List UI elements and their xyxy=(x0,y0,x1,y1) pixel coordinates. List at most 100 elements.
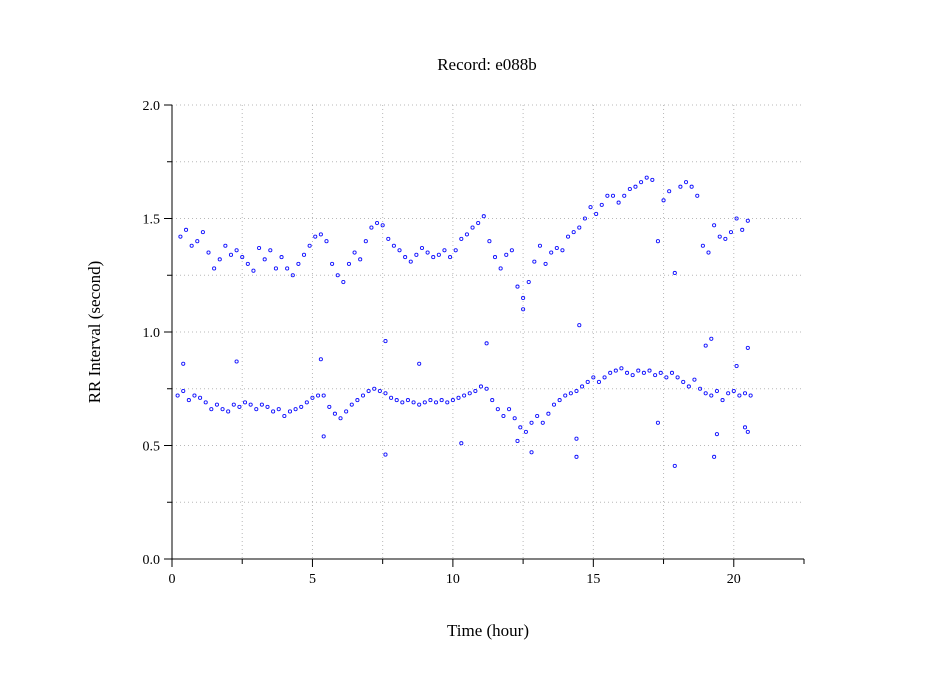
data-point xyxy=(529,450,534,455)
data-point xyxy=(526,280,531,285)
data-point xyxy=(377,388,382,394)
data-point xyxy=(462,393,467,398)
data-point xyxy=(655,239,660,244)
data-point xyxy=(346,261,352,266)
data-point xyxy=(178,234,183,239)
data-point xyxy=(192,393,197,398)
x-tick-label: 15 xyxy=(586,572,600,587)
data-point xyxy=(403,255,408,260)
data-point xyxy=(734,363,739,369)
data-point xyxy=(324,239,329,244)
data-point xyxy=(273,266,278,271)
data-point xyxy=(433,400,439,405)
data-point xyxy=(212,266,217,271)
data-point xyxy=(498,266,503,271)
data-point xyxy=(540,420,545,425)
data-point xyxy=(271,409,276,414)
data-point xyxy=(369,225,374,230)
data-point xyxy=(203,400,208,405)
chart-title: Record: e088b xyxy=(437,55,537,74)
data-point xyxy=(436,252,441,257)
data-point xyxy=(599,202,604,207)
data-point xyxy=(518,425,523,430)
data-point xyxy=(389,395,394,400)
data-point xyxy=(507,407,512,412)
data-point xyxy=(299,404,304,409)
data-point xyxy=(450,398,455,403)
data-point xyxy=(529,420,534,425)
data-point xyxy=(268,248,273,253)
data-point xyxy=(214,402,219,407)
x-tick-label: 20 xyxy=(727,572,741,587)
data-point xyxy=(400,400,405,405)
data-point xyxy=(627,186,632,192)
data-point xyxy=(512,416,517,421)
data-point xyxy=(459,441,464,446)
data-point xyxy=(296,261,301,266)
data-point xyxy=(734,216,739,221)
data-point xyxy=(535,413,540,419)
data-point xyxy=(442,248,447,253)
data-point xyxy=(624,370,630,375)
data-point xyxy=(639,180,644,185)
data-point xyxy=(709,336,714,341)
data-point xyxy=(363,239,368,244)
data-point xyxy=(335,273,340,278)
data-point xyxy=(630,373,635,378)
data-point xyxy=(636,368,641,373)
data-point xyxy=(459,236,464,241)
data-point xyxy=(464,232,469,237)
data-point xyxy=(580,384,585,389)
y-axis-label: RR Interval (second) xyxy=(85,261,104,404)
data-point xyxy=(655,420,660,425)
data-point xyxy=(675,375,680,380)
data-point xyxy=(425,250,430,255)
data-point xyxy=(484,386,489,391)
gridlines xyxy=(172,104,804,559)
data-point xyxy=(448,255,453,260)
data-point xyxy=(478,384,484,389)
data-point xyxy=(709,393,714,398)
data-point xyxy=(681,379,686,384)
data-point xyxy=(745,345,750,350)
data-point xyxy=(661,198,666,203)
data-point xyxy=(341,280,346,285)
data-point xyxy=(372,386,377,391)
data-point xyxy=(689,184,694,189)
data-point xyxy=(321,393,326,398)
data-point xyxy=(492,255,498,260)
data-point xyxy=(262,257,267,262)
data-point xyxy=(245,261,250,266)
data-point xyxy=(731,388,736,394)
data-point xyxy=(254,407,259,412)
data-point xyxy=(383,391,388,396)
data-point xyxy=(181,361,186,366)
data-point xyxy=(321,434,326,439)
data-point xyxy=(717,234,722,239)
data-point xyxy=(521,295,526,301)
data-points xyxy=(175,175,753,468)
data-point xyxy=(585,379,590,384)
data-point xyxy=(175,393,180,398)
data-point xyxy=(551,402,557,407)
data-point xyxy=(748,393,753,398)
data-point xyxy=(740,227,745,232)
data-point xyxy=(714,432,719,437)
data-point xyxy=(698,386,703,391)
data-point xyxy=(330,261,335,266)
data-point xyxy=(360,393,366,398)
data-point xyxy=(610,193,616,198)
data-point xyxy=(653,373,658,378)
data-point xyxy=(745,429,750,434)
data-point xyxy=(532,259,537,264)
data-point xyxy=(720,398,725,403)
data-point xyxy=(515,438,520,444)
data-point xyxy=(557,398,562,403)
data-point xyxy=(476,220,481,226)
y-tick-label: 2.0 xyxy=(143,99,161,114)
data-point xyxy=(745,218,750,223)
data-point xyxy=(257,245,262,251)
data-point xyxy=(397,248,402,253)
data-point xyxy=(470,225,475,230)
data-point xyxy=(332,411,337,416)
